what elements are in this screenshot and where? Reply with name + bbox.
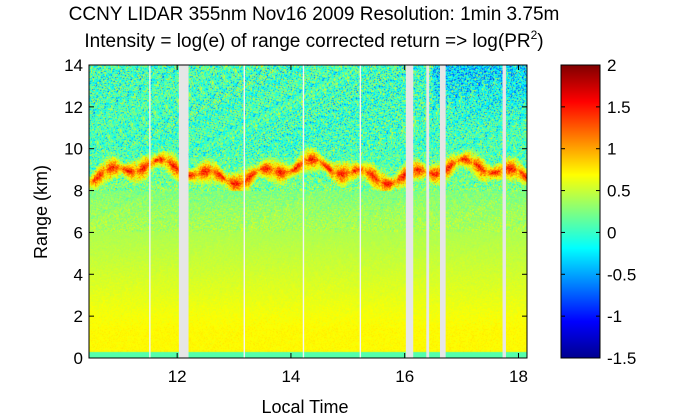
y-axis-label: Range (km) xyxy=(31,165,51,259)
y-tick-label-2: 4 xyxy=(74,265,83,284)
cb-tick-label-3: 0.5 xyxy=(607,182,631,201)
cb-tick-label-5: -0.5 xyxy=(607,265,636,284)
x-axis-label: Local Time xyxy=(261,397,348,417)
heatmap-image xyxy=(89,65,527,358)
data-gap-3 xyxy=(439,65,446,358)
plot-frame xyxy=(88,64,528,359)
chart-title-line1: CCNY LIDAR 355nm Nov16 2009 Resolution: … xyxy=(69,4,560,25)
x-tick-label-1: 14 xyxy=(281,367,300,386)
cb-tick-label-2: 1 xyxy=(607,140,616,159)
y-tick-label-7: 14 xyxy=(64,56,83,75)
thin-gap-1 xyxy=(243,65,245,358)
data-gap-2 xyxy=(426,65,430,358)
cb-tick-label-0: 2 xyxy=(607,56,616,75)
y-tick-label-3: 6 xyxy=(74,223,83,242)
data-gap-4 xyxy=(502,65,506,358)
x-tick-label-3: 18 xyxy=(509,367,528,386)
chart-title-line2: Intensity = log(e) of range corrected re… xyxy=(84,28,543,52)
x-tick-label-2: 16 xyxy=(395,367,414,386)
y-axis-ticks: 0 2 4 6 8 10 12 14 xyxy=(64,56,527,368)
data-gap-layer xyxy=(149,65,506,358)
y-tick-label-0: 0 xyxy=(74,349,83,368)
y-tick-label-5: 10 xyxy=(64,140,83,159)
thin-gap-0 xyxy=(149,65,151,358)
cb-tick-label-6: -1 xyxy=(607,307,622,326)
thin-gap-2 xyxy=(302,65,305,358)
cb-tick-label-4: 0 xyxy=(607,223,616,242)
data-gap-1 xyxy=(405,65,414,358)
title-line2-suffix: ) xyxy=(537,31,543,52)
title-line2-prefix: Intensity = log(e) of range corrected re… xyxy=(84,31,530,52)
colorbar-gradient xyxy=(561,65,600,358)
cb-tick-label-1: 1.5 xyxy=(607,98,631,117)
y-tick-label-1: 2 xyxy=(74,307,83,326)
colorbar-frame xyxy=(560,64,601,359)
thin-gap-3 xyxy=(359,65,362,358)
data-gap-0 xyxy=(178,65,189,358)
cb-tick-label-7: -1.5 xyxy=(607,349,636,368)
x-tick-label-0: 12 xyxy=(168,367,187,386)
title-line2-superscript: 2 xyxy=(531,28,538,42)
y-tick-label-6: 12 xyxy=(64,98,83,117)
colorbar-ticks: 2 1.5 1 0.5 0 -0.5 -1 -1.5 xyxy=(561,56,636,368)
x-axis-ticks: 12 14 16 18 xyxy=(168,65,528,386)
y-tick-label-4: 8 xyxy=(74,182,83,201)
